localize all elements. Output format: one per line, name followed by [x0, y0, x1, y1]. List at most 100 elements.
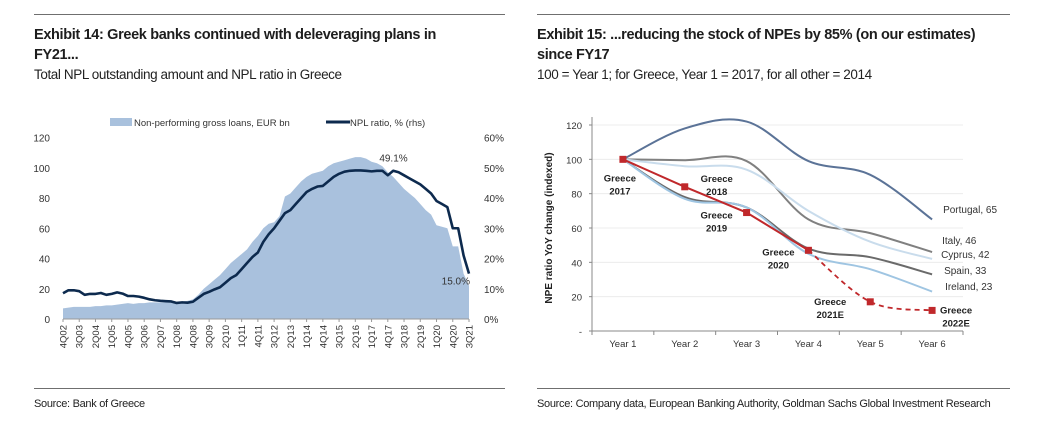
y2-tick-label: 50%	[484, 164, 504, 175]
series-label-spain: Spain, 33	[944, 266, 987, 277]
left-title: Exhibit 14: Greek banks continued with d…	[34, 27, 437, 63]
x-tick-label: Year 1	[609, 339, 636, 350]
y-tick-label: 80	[571, 190, 582, 201]
x-tick-label: Year 5	[857, 339, 884, 350]
y-tick-label: 120	[33, 134, 50, 145]
y2-tick-label: 60%	[484, 134, 504, 145]
left-top-rule	[34, 14, 505, 15]
x-tick-label: 4Q17	[383, 325, 394, 348]
x-tick-label: 4Q02	[59, 325, 70, 348]
greece-label-name: Greece	[604, 173, 636, 184]
y-tick-label: 20	[571, 293, 582, 304]
x-tick-label: 3Q06	[140, 325, 151, 348]
y-tick-label: 100	[33, 164, 50, 175]
series-label-ireland: Ireland, 23	[945, 282, 993, 293]
y-tick-label: 60	[39, 224, 51, 235]
y-tick-label: 40	[39, 255, 51, 266]
y-tick-label: 40	[571, 258, 582, 269]
left-source: Source: Bank of Greece	[34, 398, 145, 410]
x-tick-label: Year 6	[919, 339, 946, 350]
x-tick-label: 2Q07	[156, 325, 167, 348]
x-tick-label: Year 3	[733, 339, 760, 350]
x-tick-label: 3Q09	[205, 325, 216, 348]
greece-marker	[619, 155, 627, 163]
y-axis-label: NPE ratio YoY change (indexed)	[544, 152, 555, 303]
greece-marker	[681, 183, 689, 191]
legend-area-swatch	[110, 118, 132, 126]
greece-label-year: 2021E	[817, 310, 844, 321]
x-tick-label: 3Q18	[400, 325, 411, 348]
x-tick-label: 4Q05	[123, 325, 134, 348]
x-tick-label: 3Q15	[335, 325, 346, 348]
y2-tick-label: 40%	[484, 194, 504, 205]
y-tick-label: 80	[39, 194, 51, 205]
series-line-portugal	[622, 118, 933, 221]
x-tick-label: 3Q12	[270, 325, 281, 348]
y-tick-label: -	[579, 327, 582, 338]
npl-ratio-line	[62, 169, 471, 305]
x-tick-label: 1Q20	[432, 325, 443, 348]
greece-label-name: Greece	[701, 174, 733, 185]
legend-label: Non-performing gross loans, EUR bn	[134, 118, 290, 129]
x-tick-label: 4Q08	[188, 325, 199, 348]
x-tick-label: 2Q16	[351, 325, 362, 348]
series-line-cyprus	[622, 158, 933, 260]
series-line-italy	[622, 155, 933, 253]
greece-label-year: 2018	[706, 187, 727, 198]
series-label-italy: Italy, 46	[942, 236, 977, 247]
x-tick-label: 2Q10	[221, 325, 232, 348]
greece-label-year: 2022E	[942, 318, 969, 329]
right-bottom-rule	[537, 388, 1010, 389]
y-tick-label: 120	[566, 121, 582, 132]
x-tick-label: 3Q21	[465, 325, 476, 348]
greece-label-name: Greece	[940, 305, 972, 316]
left-subtitle: Total NPL outstanding amount and NPL rat…	[34, 67, 342, 82]
left-bottom-rule	[34, 388, 505, 389]
series-label-portugal: Portugal, 65	[943, 205, 997, 216]
y2-tick-label: 10%	[484, 285, 504, 296]
x-tick-label: 2Q04	[91, 325, 102, 348]
y-tick-label: 0	[44, 315, 50, 326]
x-tick-label: 2Q19	[416, 325, 427, 348]
y-tick-label: 20	[39, 285, 51, 296]
y2-tick-label: 20%	[484, 255, 504, 266]
greece-marker	[743, 209, 751, 217]
y-tick-label: 100	[566, 155, 582, 166]
y-tick-label: 60	[571, 224, 582, 235]
greece-label-name: Greece	[814, 297, 846, 308]
x-tick-label: 1Q08	[172, 325, 183, 348]
x-tick-label: 4Q20	[448, 325, 459, 348]
greece-label-year: 2020	[768, 260, 789, 271]
greece-label-name: Greece	[700, 211, 732, 222]
x-tick-label: 4Q11	[253, 325, 264, 348]
greece-marker	[866, 298, 874, 306]
y2-tick-label: 30%	[484, 224, 504, 235]
x-tick-label: 1Q11	[237, 325, 248, 348]
greece-label-name: Greece	[762, 247, 794, 258]
right-source: Source: Company data, European Banking A…	[537, 398, 991, 410]
annotation-latest: 15.0%	[442, 277, 470, 288]
x-tick-label: Year 4	[795, 339, 822, 350]
x-tick-label: 4Q14	[318, 325, 329, 348]
x-tick-label: Year 2	[671, 339, 698, 350]
right-top-rule	[537, 14, 1010, 15]
series-line-ireland	[622, 158, 933, 293]
x-tick-label: 1Q17	[367, 325, 378, 348]
x-tick-label: 1Q14	[302, 325, 313, 348]
right-subtitle: 100 = Year 1; for Greece, Year 1 = 2017,…	[537, 67, 872, 82]
greece-estimate-line	[807, 249, 933, 312]
annotation-peak: 49.1%	[379, 153, 407, 164]
greece-label-year: 2019	[706, 224, 727, 235]
legend-label: NPL ratio, % (rhs)	[350, 118, 425, 129]
series-label-cyprus: Cyprus, 42	[941, 250, 990, 261]
greece-label-year: 2017	[609, 186, 630, 197]
series-line-spain	[622, 158, 933, 276]
greece-marker	[928, 306, 936, 314]
right-title: Exhibit 15: ...reducing the stock of NPE…	[537, 27, 976, 63]
greece-marker	[804, 246, 812, 254]
x-tick-label: 1Q05	[107, 325, 118, 348]
x-tick-label: 2Q13	[286, 325, 297, 348]
greece-actual-line	[622, 158, 809, 252]
